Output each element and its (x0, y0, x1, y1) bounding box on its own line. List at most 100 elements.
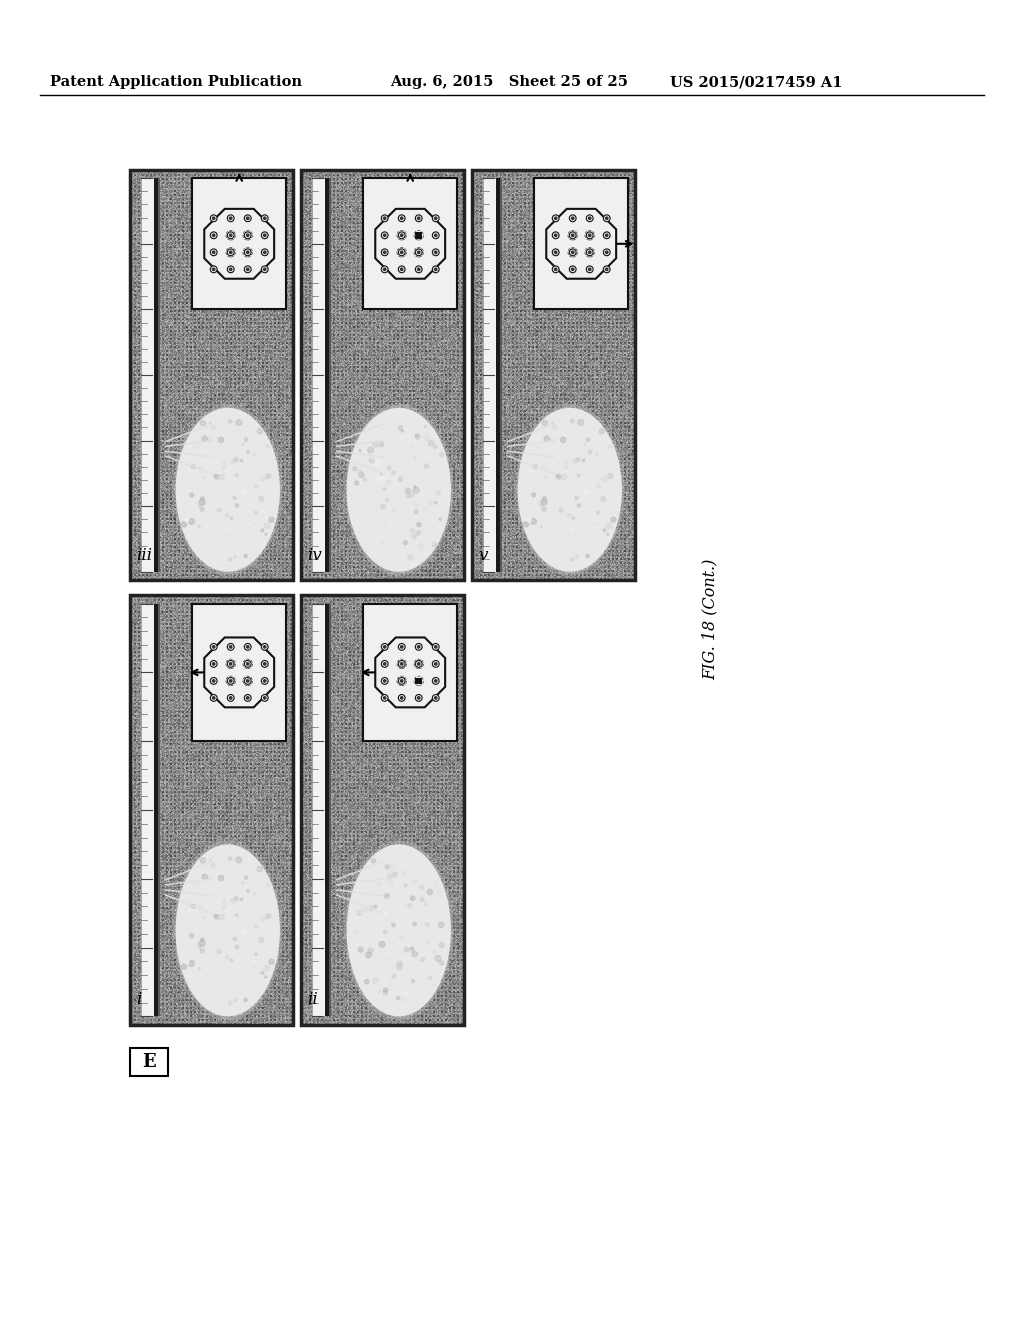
Circle shape (554, 216, 558, 220)
Circle shape (259, 496, 264, 502)
Circle shape (257, 866, 262, 871)
Circle shape (599, 429, 604, 434)
Bar (154, 178, 158, 572)
Circle shape (387, 880, 393, 886)
Circle shape (439, 961, 443, 965)
Circle shape (601, 496, 606, 502)
Circle shape (539, 470, 543, 474)
Bar (500, 178, 503, 572)
Ellipse shape (176, 408, 280, 572)
Circle shape (203, 973, 207, 978)
Circle shape (596, 520, 600, 523)
Circle shape (431, 541, 436, 546)
Bar (416, 677, 422, 684)
Circle shape (417, 216, 421, 220)
Circle shape (425, 923, 429, 927)
Circle shape (435, 508, 440, 513)
Circle shape (569, 249, 577, 256)
Circle shape (578, 504, 581, 507)
Text: E: E (142, 1053, 156, 1071)
Ellipse shape (347, 408, 451, 572)
Circle shape (381, 215, 388, 222)
Circle shape (433, 477, 437, 480)
Circle shape (439, 517, 441, 520)
Circle shape (245, 643, 251, 651)
Circle shape (356, 931, 358, 933)
Circle shape (246, 251, 250, 255)
Circle shape (399, 234, 403, 238)
Circle shape (432, 265, 439, 273)
Circle shape (185, 517, 189, 523)
Circle shape (392, 924, 395, 927)
Circle shape (417, 696, 421, 700)
Circle shape (199, 899, 202, 902)
Circle shape (261, 677, 268, 684)
Circle shape (215, 475, 219, 479)
Circle shape (433, 950, 436, 953)
Circle shape (550, 438, 554, 442)
Circle shape (230, 459, 236, 463)
Circle shape (246, 696, 250, 700)
Circle shape (572, 459, 578, 463)
Circle shape (201, 858, 206, 863)
Circle shape (245, 677, 251, 684)
Circle shape (196, 502, 200, 504)
Circle shape (566, 469, 571, 474)
Circle shape (210, 232, 217, 239)
Circle shape (432, 215, 439, 222)
Circle shape (417, 531, 421, 535)
Circle shape (257, 429, 262, 434)
Circle shape (197, 909, 201, 913)
Circle shape (228, 696, 232, 700)
Circle shape (402, 958, 406, 962)
Circle shape (260, 916, 265, 921)
Circle shape (261, 215, 268, 222)
Circle shape (383, 478, 386, 480)
Bar (329, 603, 332, 1016)
Bar (158, 603, 161, 1016)
Circle shape (417, 251, 421, 255)
Circle shape (193, 444, 199, 450)
Circle shape (544, 436, 549, 441)
Circle shape (266, 445, 269, 447)
Circle shape (398, 249, 406, 256)
Bar (301, 170, 464, 579)
Circle shape (412, 979, 415, 982)
Circle shape (432, 249, 439, 256)
Circle shape (358, 948, 364, 952)
Circle shape (245, 694, 251, 701)
Circle shape (381, 232, 388, 239)
Circle shape (387, 982, 392, 987)
Circle shape (608, 474, 612, 479)
Circle shape (398, 677, 406, 684)
Circle shape (570, 268, 574, 271)
Circle shape (261, 660, 268, 668)
Circle shape (385, 865, 389, 869)
Circle shape (398, 660, 406, 668)
Circle shape (553, 425, 557, 430)
Circle shape (526, 517, 531, 523)
Circle shape (408, 554, 413, 560)
Circle shape (266, 474, 270, 479)
Circle shape (264, 965, 270, 972)
Circle shape (354, 480, 358, 486)
Circle shape (381, 643, 388, 651)
Circle shape (263, 216, 266, 220)
Circle shape (420, 884, 424, 890)
Circle shape (383, 987, 388, 993)
Circle shape (217, 949, 221, 954)
Circle shape (234, 458, 239, 462)
Circle shape (181, 964, 186, 969)
Bar (472, 170, 635, 579)
Circle shape (439, 453, 443, 457)
Circle shape (605, 251, 608, 255)
Circle shape (236, 913, 238, 916)
Circle shape (214, 474, 217, 478)
Circle shape (230, 958, 232, 961)
Circle shape (413, 923, 417, 925)
Circle shape (364, 479, 367, 482)
Circle shape (207, 966, 209, 969)
Circle shape (583, 459, 585, 462)
Circle shape (417, 663, 421, 665)
Circle shape (384, 912, 387, 915)
